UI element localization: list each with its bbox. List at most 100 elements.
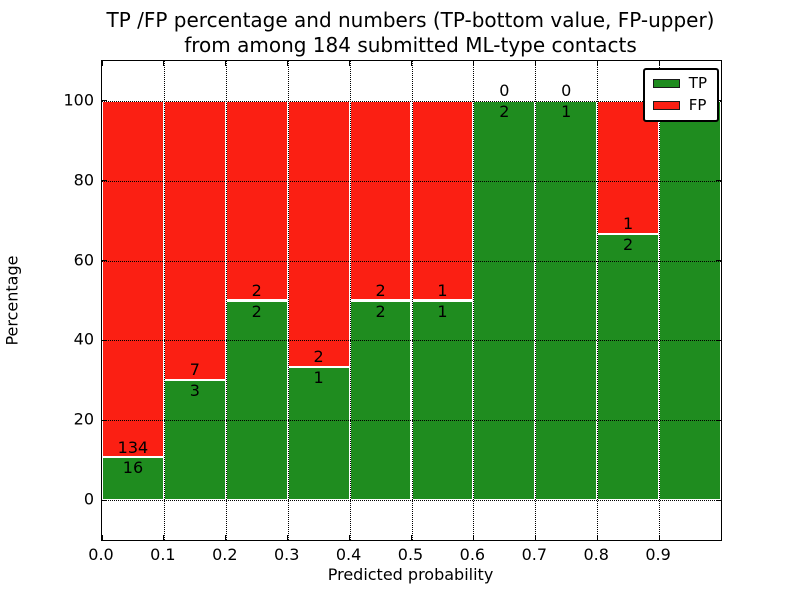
bar-segment-tp-8: [597, 233, 660, 501]
bar-segment-tp-4: [349, 300, 412, 501]
x-tick-mark: [658, 535, 660, 540]
bar-segment-fp-2: [225, 100, 288, 301]
tp-count-label-3: 1: [313, 368, 324, 388]
fp-count-label-4: 2: [375, 280, 386, 300]
x-tick-mark: [472, 535, 474, 540]
legend-item-tp: TP: [652, 74, 707, 92]
x-tick-mark: [349, 535, 351, 540]
x-tick-label-0.5: 0.5: [397, 545, 424, 564]
bar-segment-fp-4: [349, 100, 412, 301]
x-tick-mark-top: [287, 61, 289, 66]
x-tick-mark: [534, 535, 536, 540]
fp-count-label-1: 7: [189, 360, 200, 380]
legend: TP FP: [642, 68, 719, 122]
y-tick-mark: [102, 260, 107, 262]
v-gridline-0.8: [597, 61, 599, 540]
bar-segment-fp-1: [163, 100, 226, 381]
plot-area: 13416732221221102011205 TP FP: [101, 60, 722, 541]
x-tick-mark-top: [658, 61, 660, 66]
y-tick-mark-right: [716, 339, 721, 341]
x-tick-label-0.8: 0.8: [583, 545, 609, 564]
y-axis-label: Percentage: [2, 255, 22, 346]
v-gridline-0.7: [535, 61, 537, 540]
fp-count-label-5: 1: [437, 280, 448, 300]
x-tick-label-0.0: 0.0: [88, 545, 114, 564]
fp-count-label-0: 134: [117, 437, 149, 457]
fp-count-label-3: 2: [313, 347, 324, 367]
fp-swatch-icon: [652, 100, 680, 110]
x-tick-mark-top: [225, 61, 227, 66]
chart-title-line2: from among 184 submitted ML-type contact…: [184, 33, 637, 57]
bar-segment-fp-0: [102, 100, 164, 458]
y-tick-mark-right: [716, 180, 721, 182]
y-tick-mark: [102, 419, 107, 421]
x-tick-mark: [411, 535, 412, 540]
v-gridline-0.5: [411, 61, 413, 540]
v-gridline-0.1: [163, 61, 165, 540]
x-tick-mark-top: [596, 61, 598, 66]
x-tick-mark: [225, 535, 227, 540]
fp-count-label-6: 0: [499, 80, 510, 100]
y-tick-mark-right: [716, 499, 721, 501]
x-tick-mark-top: [349, 61, 351, 66]
bar-segment-tp-9: [659, 100, 721, 501]
bar-segment-fp-3: [287, 100, 350, 368]
chart-title: TP /FP percentage and numbers (TP-bottom…: [101, 8, 720, 58]
bar-segment-fp-5: [411, 100, 474, 301]
bar-segment-tp-7: [535, 100, 598, 501]
fp-count-label-2: 2: [251, 280, 262, 300]
y-tick-mark-right: [716, 419, 721, 421]
tp-count-label-1: 3: [189, 381, 200, 401]
bar-segment-tp-5: [411, 300, 474, 501]
tp-count-label-5: 1: [437, 301, 448, 321]
y-tick-mark: [102, 339, 107, 341]
x-tick-label-0.6: 0.6: [459, 545, 486, 564]
fp-count-label-7: 0: [561, 80, 572, 100]
x-tick-mark: [163, 535, 165, 540]
fp-count-label-8: 1: [623, 213, 634, 233]
legend-label-fp: FP: [688, 96, 707, 114]
y-tick-mark-right: [716, 260, 721, 262]
bar-segment-tp-6: [473, 100, 536, 501]
bar-segment-tp-2: [225, 300, 288, 501]
x-tick-label-0.3: 0.3: [273, 545, 300, 564]
chart-title-line1: TP /FP percentage and numbers (TP-bottom…: [106, 8, 715, 32]
legend-label-tp: TP: [688, 74, 707, 92]
x-tick-mark-top: [101, 61, 103, 66]
bar-segment-tp-0: [102, 457, 164, 501]
x-tick-mark: [596, 535, 598, 540]
tp-count-label-2: 2: [251, 301, 262, 321]
x-tick-label-0.7: 0.7: [521, 545, 548, 564]
v-gridline-0.9: [659, 61, 661, 540]
tp-count-label-7: 1: [561, 101, 572, 121]
x-tick-mark-top: [534, 61, 536, 66]
y-tick-label-40: 40: [73, 329, 94, 349]
x-tick-label-0.4: 0.4: [335, 545, 362, 564]
tp-count-label-6: 2: [499, 101, 510, 121]
tp-count-label-4: 2: [375, 301, 386, 321]
y-tick-label-80: 80: [73, 170, 94, 190]
y-tick-label-20: 20: [73, 409, 94, 429]
v-gridline-0.6: [473, 61, 475, 540]
x-tick-label-0.9: 0.9: [645, 545, 671, 564]
x-tick-mark: [101, 535, 103, 540]
v-gridline-0.3: [287, 61, 289, 540]
v-gridline-0.2: [225, 61, 227, 540]
y-tick-mark: [102, 180, 107, 182]
x-tick-mark: [287, 535, 289, 540]
y-tick-label-0: 0: [83, 489, 94, 509]
y-tick-mark: [102, 499, 107, 501]
tp-count-label-8: 2: [623, 234, 634, 254]
x-tick-label-0.1: 0.1: [150, 545, 176, 564]
x-tick-mark-top: [163, 61, 165, 66]
x-axis-label: Predicted probability: [327, 565, 494, 584]
tp-swatch-icon: [652, 78, 680, 88]
v-gridline-0.4: [349, 61, 351, 540]
x-tick-label-0.2: 0.2: [212, 545, 238, 564]
y-tick-mark: [102, 100, 107, 102]
x-tick-mark-top: [411, 61, 412, 66]
legend-item-fp: FP: [652, 96, 707, 114]
y-tick-label-60: 60: [73, 250, 94, 270]
tp-count-label-0: 16: [122, 458, 144, 478]
